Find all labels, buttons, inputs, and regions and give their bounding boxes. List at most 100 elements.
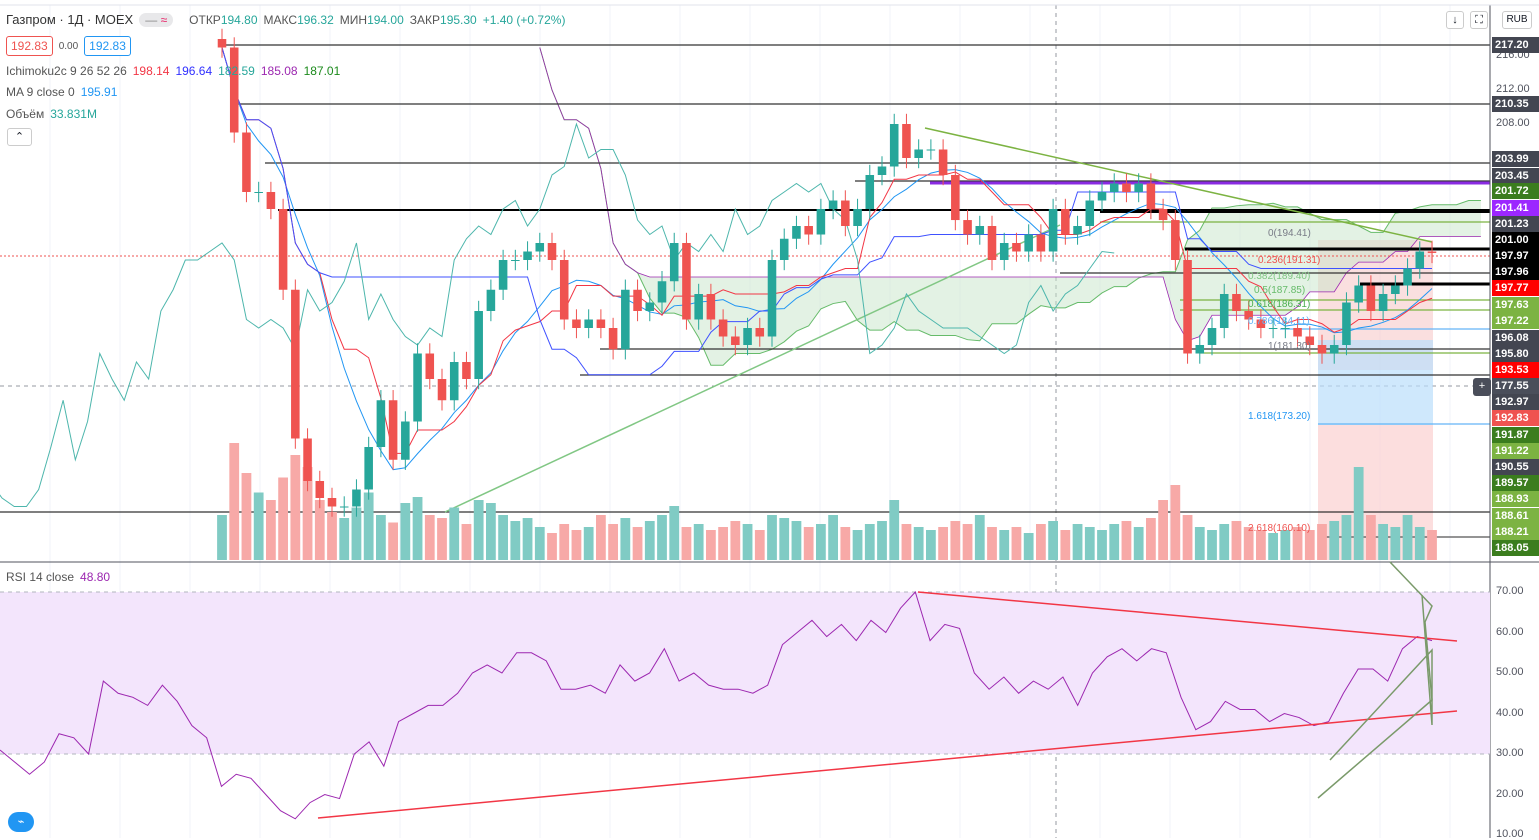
ichimoku-base: 196.64 [175,64,213,78]
volume-bar [840,527,851,560]
candle [877,166,887,175]
volume-bar [1048,521,1058,560]
volume-bar [461,524,472,560]
candle [694,294,703,320]
candle [1219,294,1229,328]
volume-bar [547,533,557,560]
volume-bar [437,518,447,560]
ichimoku-legend[interactable]: Ichimoku2c 9 26 52 26 198.14 196.64 182.… [6,64,340,78]
ma-legend[interactable]: MA 9 close 0 195.91 [6,85,117,99]
buy-price[interactable]: 192.83 [84,36,131,56]
price-axis-label: 197.97 [1492,248,1539,264]
volume-bar [449,507,460,560]
candle [474,311,483,379]
spread: 0.00 [58,40,79,52]
candle [303,438,312,481]
candle [1061,209,1070,235]
open-label: ОТКР [189,12,221,27]
candle [1146,183,1156,209]
candle [364,447,373,490]
sell-price[interactable]: 192.83 [6,36,53,56]
candle [511,260,520,261]
candle [486,289,496,311]
ichimoku-lagging-line [0,122,1115,507]
volume-bar [608,524,618,560]
candle [1158,209,1168,221]
candle [1183,260,1192,354]
volume-bar [278,477,288,560]
price-axis-label: 196.08 [1492,330,1539,346]
volume-bar [693,524,704,560]
rsi-tick: 40.00 [1496,706,1524,719]
volume-bar [644,521,655,560]
volume-bar [706,530,716,560]
candle [217,39,227,48]
tradingview-logo-icon[interactable]: ⌁ [8,812,34,832]
volume-bar [1378,524,1388,560]
price-axis-label: 177.55 [1492,378,1539,394]
change-value: +1.40 (+0.72%) [482,12,566,27]
candle [376,400,386,447]
volume-bar [339,518,350,560]
volume-bar [1231,521,1242,560]
candle [229,47,239,133]
low-label: МИН [339,12,368,27]
volume-bar [1036,524,1046,560]
volume-bar [510,521,521,560]
price-axis-label: 210.35 [1492,96,1539,112]
volume-bar [1268,533,1278,560]
volume-bar [583,527,594,560]
fullscreen-icon[interactable]: ⛶ [1470,11,1488,29]
volume-bar [1023,533,1034,560]
volume-bar [803,527,814,560]
candle [547,243,557,260]
volume-bar [1121,521,1132,560]
collapse-legend-button[interactable]: ⌃ [7,128,32,146]
candle [926,149,936,151]
volume-bar [828,515,838,560]
fib-level-label: 0.618(186.31) [1248,299,1311,310]
candle [535,243,545,252]
rsi-resistance-trendline [917,591,1458,642]
currency-button[interactable]: RUB [1502,11,1532,29]
volume-bar [596,515,606,560]
volume-bar [877,521,887,560]
candle [841,200,850,226]
crosshair-plus-icon[interactable]: + [1473,378,1491,396]
candle [963,220,972,235]
price-axis-label: 203.45 [1492,168,1539,184]
volume-legend[interactable]: Объём 33.831M [6,107,97,121]
candle [1378,294,1388,311]
volume-bar [791,521,802,560]
scroll-down-icon[interactable]: ↓ [1446,11,1464,29]
candle [1317,345,1327,354]
rsi-tick: 20.00 [1496,787,1524,800]
volume-bar [987,527,997,560]
volume-bar [1414,527,1425,560]
candle [779,238,789,260]
candle [902,124,911,158]
ichimoku-conversion-line [221,47,1433,454]
candle [278,209,288,290]
volume-bar [351,507,362,560]
candle [1354,285,1363,303]
volume-bar [571,530,582,560]
rsi-tick: 10.00 [1496,828,1524,840]
price-axis-label: 217.20 [1492,37,1539,53]
ichimoku-span-a-line [539,47,1481,366]
legend-toggle[interactable]: — ≈ [139,12,174,27]
candle [1415,251,1425,269]
ichimoku-conversion: 198.14 [132,64,170,78]
symbol-title[interactable]: Газпром · 1Д · MOEX [6,12,134,27]
volume-bar [913,527,924,560]
volume-bar [498,515,508,560]
volume-bar [424,515,435,560]
volume-bar [1402,515,1413,560]
fib-level-label: 0.5(187.85) [1254,285,1306,296]
volume-bar [266,500,276,560]
volume-bar [852,530,863,560]
price-axis-label: 188.05 [1492,540,1539,556]
volume-bar [327,512,337,560]
rsi-legend[interactable]: RSI 14 close 48.80 [6,570,110,584]
